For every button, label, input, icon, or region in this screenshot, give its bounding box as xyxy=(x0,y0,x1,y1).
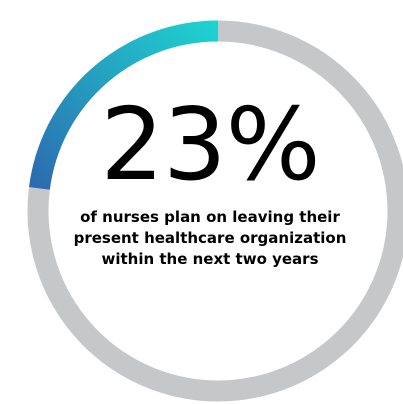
stat-caption: of nurses plan on leaving their present … xyxy=(73,208,347,268)
headline-value: 23% xyxy=(100,86,320,203)
stat-text: 23% of nurses plan on leaving their pres… xyxy=(60,95,360,270)
highlight-arc xyxy=(29,20,219,190)
remainder-arc xyxy=(27,20,403,402)
